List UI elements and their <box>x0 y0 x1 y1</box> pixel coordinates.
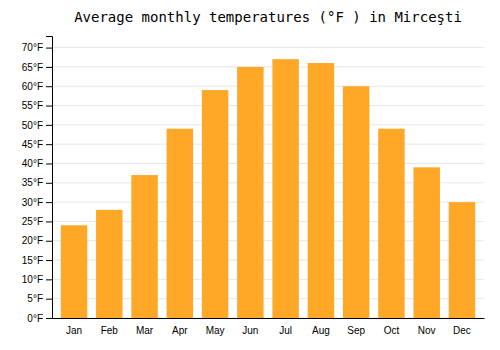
y-tick: 35°F <box>22 177 52 188</box>
x-tick: Aug <box>312 325 330 336</box>
x-tick: Dec <box>453 325 471 336</box>
grid <box>52 48 484 318</box>
y-tick-label: 50°F <box>22 120 43 131</box>
y-tick-mark <box>46 163 52 164</box>
x-tick: Jul <box>279 325 292 336</box>
y-tick-label: 25°F <box>22 216 43 227</box>
x-tick: Nov <box>418 325 436 336</box>
x-tick-label: Nov <box>418 325 436 336</box>
y-tick: 15°F <box>22 255 52 266</box>
y-tick-mark <box>46 106 52 107</box>
y-tick: 20°F <box>22 235 52 246</box>
grid-line <box>52 66 484 67</box>
bar <box>272 59 298 318</box>
y-tick: 25°F <box>22 216 52 227</box>
bar <box>449 202 475 318</box>
y-tick-label: 45°F <box>22 139 43 150</box>
y-tick-mark <box>46 299 52 300</box>
y-tick-label: 15°F <box>22 255 43 266</box>
grid-line <box>52 86 484 87</box>
y-tick-mark <box>46 86 52 87</box>
y-tick-mark <box>46 241 52 242</box>
x-tick: Jan <box>66 325 82 336</box>
y-tick-label: 5°F <box>27 293 43 304</box>
bar <box>343 86 369 318</box>
bars <box>61 59 475 318</box>
y-tick-label: 65°F <box>22 62 43 73</box>
y-tick: 60°F <box>22 81 52 92</box>
x-tick-label: Sep <box>347 325 365 336</box>
y-tick: 50°F <box>22 120 52 131</box>
y-tick-mark <box>46 221 52 222</box>
y-tick-mark <box>46 279 52 280</box>
x-axis-line <box>53 318 485 319</box>
bar <box>61 225 87 318</box>
bar <box>96 210 122 318</box>
y-tick-mark <box>46 260 52 261</box>
bar <box>237 67 263 318</box>
y-tick-mark <box>46 144 52 145</box>
x-tick-label: Dec <box>453 325 471 336</box>
y-tick-label: 70°F <box>22 42 43 53</box>
grid-line <box>52 105 484 106</box>
grid-line <box>52 144 484 145</box>
title: Average monthly temperatures (°F ) in Mi… <box>74 9 462 25</box>
grid-line <box>52 47 484 48</box>
y-tick-mark <box>46 202 52 203</box>
x-tick: Sep <box>347 325 365 336</box>
y-tick-mark <box>46 67 52 68</box>
y-tick: 5°F <box>27 293 52 304</box>
bar <box>202 90 228 318</box>
y-tick-label: 35°F <box>22 177 43 188</box>
y-tick-mark <box>46 125 52 126</box>
bar <box>167 129 193 318</box>
x-axis: Jan Feb Mar Apr May Jun Jul Aug Sep Oct Nov Dec <box>53 319 485 337</box>
y-tick-mark <box>46 318 52 319</box>
x-tick: Jun <box>242 325 258 336</box>
x-tick-label: May <box>206 325 225 336</box>
x-tick-label: Jul <box>279 325 292 336</box>
bar <box>308 63 334 318</box>
x-tick-label: Jan <box>66 325 82 336</box>
y-tick-label: 55°F <box>22 100 43 111</box>
x-tick: May <box>206 325 225 336</box>
y-tick: 65°F <box>22 62 52 73</box>
x-tick-label: Oct <box>384 325 400 336</box>
chart: 0°F 5°F 10°F 15°F 20°F 25°F 30°F 35°F 40°F 45°F 50… <box>0 0 500 350</box>
y-tick-mark <box>46 183 52 184</box>
grid-line <box>52 163 484 164</box>
x-tick: Apr <box>172 325 188 336</box>
x-tick: Oct <box>384 325 400 336</box>
y-tick: 70°F <box>22 42 52 53</box>
x-tick-label: Apr <box>172 325 188 336</box>
y-tick: 55°F <box>22 100 52 111</box>
y-tick: 0°F <box>27 313 52 324</box>
x-tick-label: Aug <box>312 325 330 336</box>
y-axis-line <box>46 37 53 319</box>
y-tick-label: 60°F <box>22 81 43 92</box>
x-tick: Mar <box>136 325 154 336</box>
y-tick-label: 20°F <box>22 235 43 246</box>
plot: 0°F 5°F 10°F 15°F 20°F 25°F 30°F 35°F 40°F 45°F 50… <box>22 37 485 337</box>
y-tick: 45°F <box>22 139 52 150</box>
bar <box>378 129 404 318</box>
y-axis: 0°F 5°F 10°F 15°F 20°F 25°F 30°F 35°F 40°F 45°F 50… <box>22 37 53 324</box>
bar <box>413 167 439 318</box>
y-tick: 30°F <box>22 197 52 208</box>
y-tick-label: 40°F <box>22 158 43 169</box>
x-tick-label: Mar <box>136 325 154 336</box>
y-tick-mark <box>46 48 52 49</box>
grid-line <box>52 124 484 125</box>
x-tick-label: Feb <box>101 325 119 336</box>
bar <box>131 175 157 318</box>
y-tick: 40°F <box>22 158 52 169</box>
y-tick-label: 10°F <box>22 274 43 285</box>
y-tick: 10°F <box>22 274 52 285</box>
x-tick-label: Jun <box>242 325 258 336</box>
y-tick-label: 30°F <box>22 197 43 208</box>
y-tick-label: 0°F <box>27 313 43 324</box>
x-tick: Feb <box>101 325 119 336</box>
